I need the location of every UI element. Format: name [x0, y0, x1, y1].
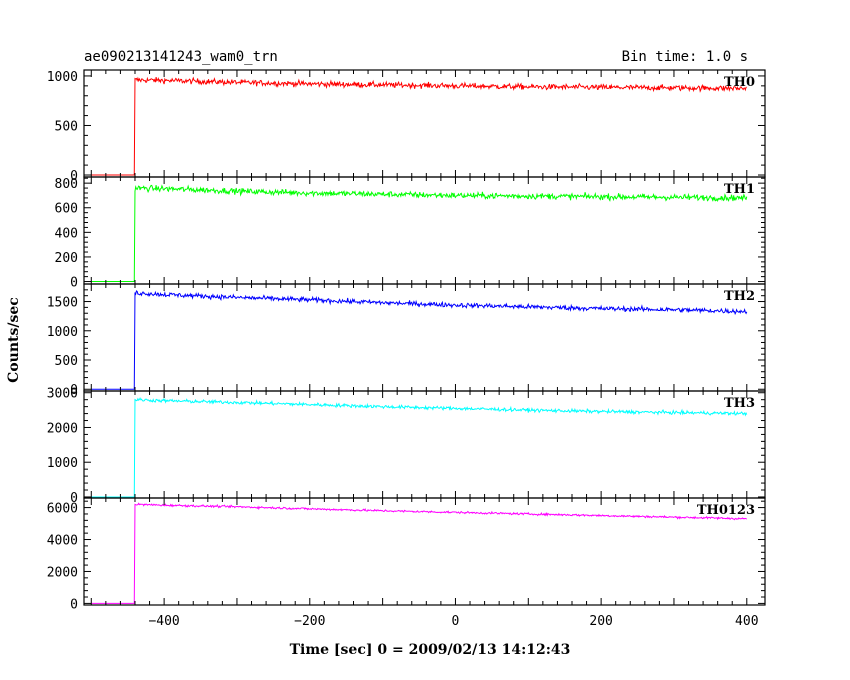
y-tick-label: 0 [70, 491, 78, 506]
y-tick-label: 3000 [47, 387, 78, 402]
series-label: TH0 [724, 75, 755, 90]
bin-time-label: Bin time: 1.0 s [622, 49, 748, 65]
y-tick-label: 500 [55, 354, 78, 369]
y-tick-label: 2000 [47, 565, 78, 580]
series-line-th1 [91, 184, 748, 283]
y-tick-label: 0 [70, 169, 78, 184]
y-tick-label: 500 [55, 119, 78, 134]
series-label: TH2 [724, 289, 755, 304]
series-label: TH3 [724, 396, 755, 411]
x-tick-label: 400 [735, 614, 758, 629]
panel-th0: 0 500 1000 TH0 [47, 69, 766, 184]
y-axis-label: Counts/sec [6, 297, 22, 383]
series-label: TH1 [724, 182, 755, 197]
panel-th2: 0 500 1000 1500 TH2 [47, 283, 766, 398]
y-tick-label: 400 [55, 226, 78, 241]
y-tick-label: 1000 [47, 456, 78, 471]
panel-frame [83, 390, 766, 499]
y-tick-label: 0 [70, 383, 78, 398]
series-line-th2 [91, 290, 748, 390]
y-tick-label: 4000 [47, 534, 78, 549]
chart-title: ae090213141243_wam0_trn [84, 49, 278, 65]
y-tick-label: 0 [70, 276, 78, 291]
x-tick-label: −200 [294, 614, 325, 629]
y-tick-label: 1500 [47, 296, 78, 311]
panel-th0123: 0 2000 4000 6000 TH0123 [47, 497, 766, 612]
y-tick-label: 800 [55, 177, 78, 192]
series-line-th3 [91, 397, 748, 498]
x-axis-label: Time [sec] 0 = 2009/02/13 14:12:43 [290, 642, 571, 658]
x-tick-label: −400 [148, 614, 179, 629]
x-tick-label: 0 [452, 614, 460, 629]
y-tick-label: 1000 [47, 325, 78, 340]
panel-frame [83, 176, 766, 285]
y-tick-label: 1000 [47, 70, 78, 85]
panel-frame [83, 497, 766, 606]
y-tick-label: 600 [55, 202, 78, 217]
y-tick-label: 2000 [47, 421, 78, 436]
panels-group: 0 500 1000 TH0 0 200 400 600 800 TH1 0 500 1000 1500 T… [47, 69, 766, 629]
x-tick-label: 200 [589, 614, 612, 629]
panel-th3: 0 1000 2000 3000 TH3 [47, 387, 766, 506]
y-tick-label: 6000 [47, 502, 78, 517]
panel-th1: 0 200 400 600 800 TH1 [55, 176, 766, 291]
series-line-th0123 [91, 502, 748, 604]
series-line-th0 [91, 76, 747, 176]
series-label: TH0123 [697, 503, 755, 518]
y-tick-label: 200 [55, 251, 78, 266]
y-tick-label: 0 [70, 597, 78, 612]
panel-frame [83, 283, 766, 392]
